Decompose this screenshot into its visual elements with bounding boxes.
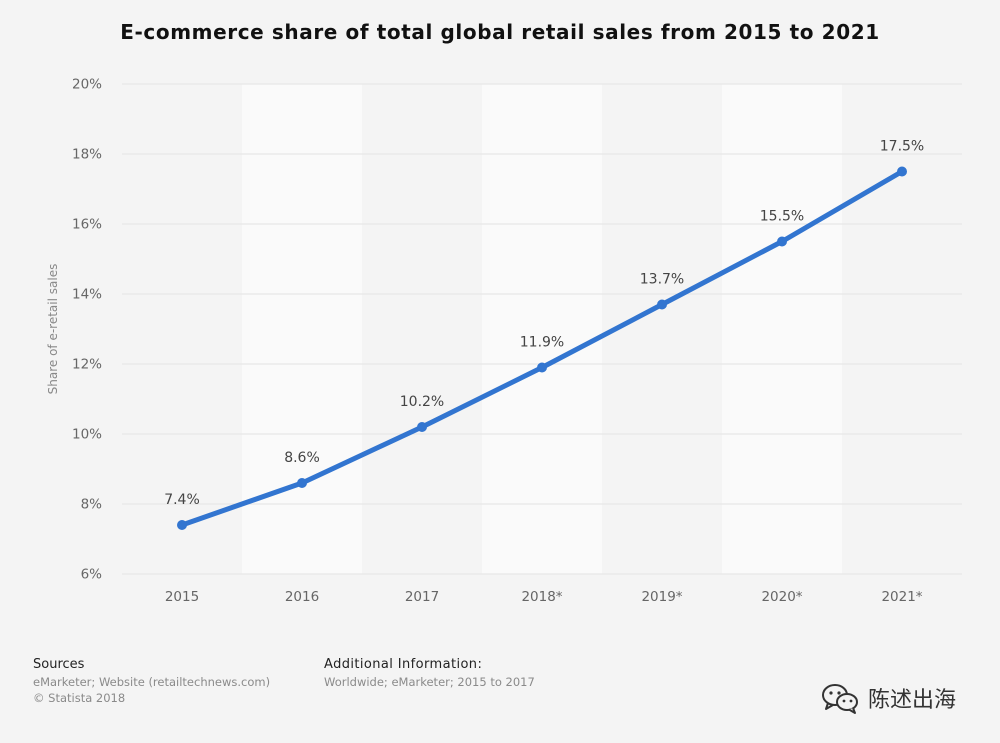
additional-info-title: Additional Information: <box>324 657 483 672</box>
x-tick-label: 2020* <box>761 589 802 605</box>
data-label: 10.2% <box>400 394 444 410</box>
data-point <box>897 166 907 177</box>
watermark: 陈述出海 <box>820 678 956 718</box>
data-label: 8.6% <box>284 450 320 466</box>
sources-line-2: © Statista 2018 <box>33 691 126 705</box>
y-tick-label: 20% <box>72 77 102 93</box>
chart-title: E-commerce share of total global retail … <box>120 20 880 44</box>
data-label: 7.4% <box>164 492 200 508</box>
sources-title: Sources <box>33 657 85 672</box>
data-point <box>777 236 787 247</box>
column-band <box>242 84 362 574</box>
additional-info-line-1: Worldwide; eMarketer; 2015 to 2017 <box>324 675 535 689</box>
data-point <box>537 362 547 373</box>
x-tick-label: 2021* <box>881 589 922 605</box>
x-axis-ticks: 2015 2016 2017 2018* 2019* 2020* 2021* <box>165 589 923 605</box>
data-points <box>177 166 907 530</box>
column-bands <box>242 84 842 574</box>
x-tick-label: 2015 <box>165 589 199 605</box>
y-axis-ticks: 6% 8% 10% 12% 14% 16% 18% 20% <box>72 77 102 583</box>
data-label: 11.9% <box>520 335 564 351</box>
sources-line-1: eMarketer; Website (retailtechnews.com) <box>33 675 271 689</box>
y-tick-label: 18% <box>72 147 102 163</box>
column-band <box>722 84 842 574</box>
data-point <box>657 299 667 310</box>
y-tick-label: 14% <box>72 287 102 303</box>
y-tick-label: 8% <box>81 497 103 513</box>
data-point <box>177 520 187 530</box>
data-label: 17.5% <box>880 139 924 155</box>
y-tick-label: 10% <box>72 427 102 443</box>
x-tick-label: 2019* <box>641 589 682 605</box>
x-tick-label: 2017 <box>405 589 439 605</box>
x-tick-label: 2018* <box>521 589 562 605</box>
data-point <box>417 422 427 432</box>
watermark-text: 陈述出海 <box>868 688 957 713</box>
data-point <box>297 478 307 488</box>
data-label: 15.5% <box>760 209 804 225</box>
y-tick-label: 12% <box>72 357 102 373</box>
data-label: 13.7% <box>640 272 684 288</box>
column-band <box>482 84 602 574</box>
x-tick-label: 2016 <box>285 589 319 605</box>
y-axis-label: Share of e-retail sales <box>46 264 60 395</box>
data-labels: 7.4% 8.6% 10.2% 11.9% 13.7% 15.5% 17.5% <box>164 139 924 509</box>
y-tick-label: 16% <box>72 217 102 233</box>
gridlines <box>122 83 962 575</box>
wechat-icon <box>822 684 858 714</box>
y-tick-label: 6% <box>81 567 103 583</box>
